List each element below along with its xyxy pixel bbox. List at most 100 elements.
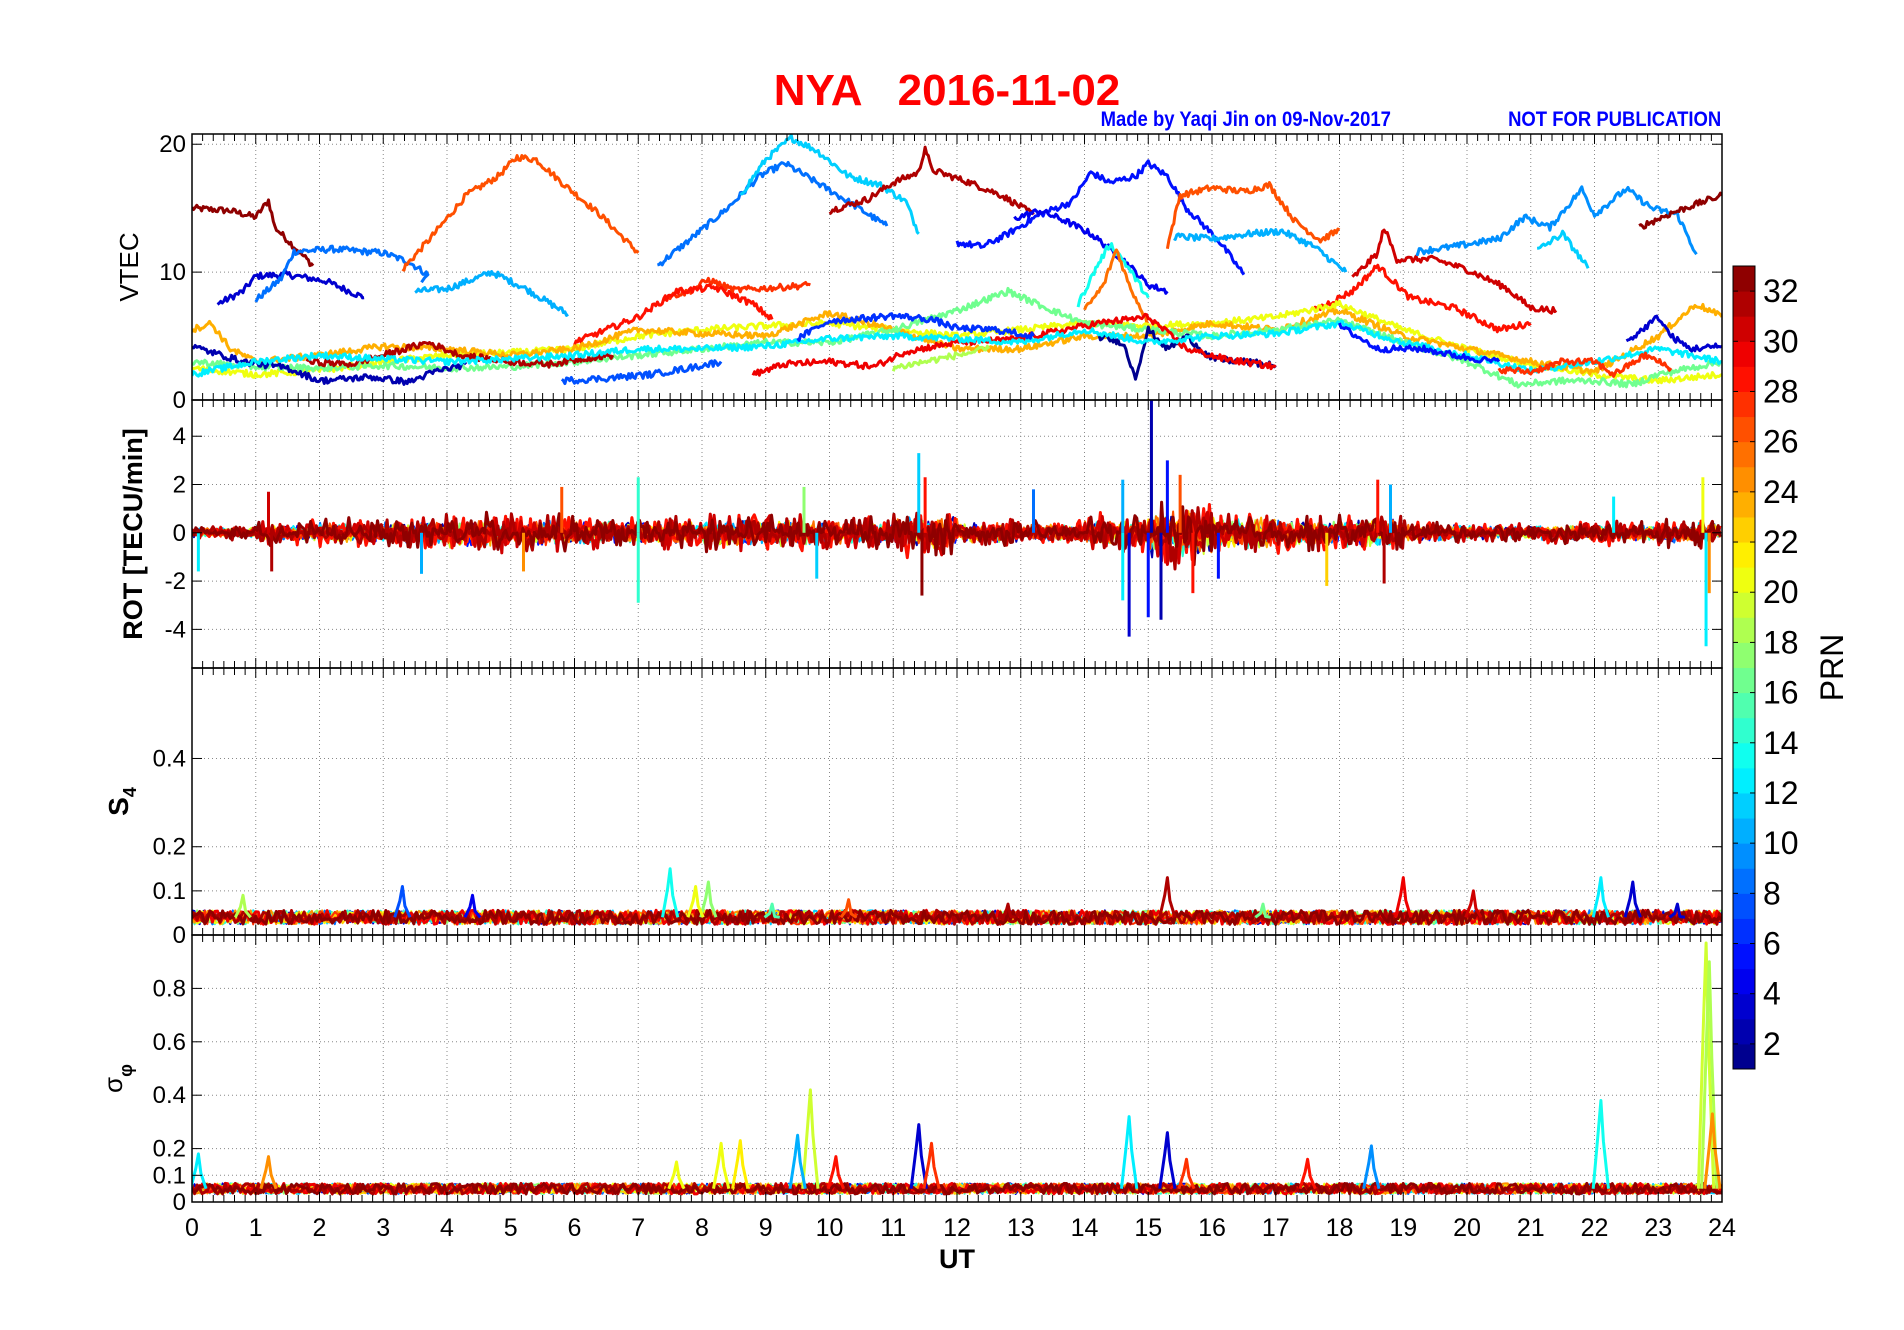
colorbar-tick-label: 28	[1763, 373, 1799, 409]
vtec-line-prn-8	[657, 160, 889, 267]
sigma-peak-prn-19	[1696, 941, 1716, 1189]
notice-text: NOT FOR PUBLICATION	[1507, 108, 1721, 131]
x-tick-label: 21	[1517, 1214, 1545, 1242]
x-tick-label: 11	[880, 1214, 906, 1242]
sigma-peak-prn-21	[731, 1139, 750, 1190]
s4-peak-prn-13	[661, 867, 680, 918]
vtec-line-prn-3	[1625, 314, 1722, 353]
vtec-line-prn-18	[891, 344, 991, 372]
x-tick-label: 3	[376, 1214, 390, 1242]
s4-peak-prn-3	[1623, 880, 1642, 918]
x-tick-label: 20	[1453, 1214, 1481, 1242]
colorbar-tick-label: 24	[1763, 474, 1799, 510]
vtec-line-prn-11	[1537, 229, 1590, 269]
y-tick-label-rot: 4	[173, 423, 186, 450]
y-axis-label-rot: ROT [TECU/min]	[118, 428, 148, 639]
colorbar-tick-label: 10	[1763, 825, 1799, 861]
sigma-peak-prn-27	[922, 1141, 941, 1190]
series-group	[192, 941, 1722, 1196]
x-tick-label: 10	[816, 1214, 844, 1242]
sigma-peak-prn-3	[1158, 1131, 1177, 1189]
vtec-line-prn-26	[401, 154, 640, 272]
x-tick-label: 19	[1389, 1214, 1417, 1242]
colorbar-label: PRN	[1814, 634, 1850, 702]
colorbar-tick-label: 6	[1763, 926, 1781, 962]
vtec-line-prn-9	[1415, 185, 1698, 257]
y-tick-label-s4: 0.2	[153, 834, 186, 861]
vtec-line-prn-27	[1497, 351, 1673, 378]
sigma-peak-prn-12	[192, 1152, 208, 1190]
colorbar-segment	[1733, 667, 1755, 694]
sigma-peak-prn-19	[801, 1088, 820, 1189]
vtec-line-prn-10	[1173, 228, 1348, 273]
x-tick-label: 12	[943, 1214, 971, 1242]
vtec-line-prn-4	[1013, 208, 1169, 295]
vtec-line-prn-23	[192, 302, 1722, 376]
colorbar-segment	[1733, 767, 1755, 794]
y-tick-label-sigma: 0	[173, 1189, 186, 1216]
colorbar-tick-label: 14	[1763, 725, 1799, 761]
colorbar-segment	[1733, 416, 1755, 443]
panel-s4	[191, 667, 1723, 936]
colorbar-segment	[1733, 366, 1755, 392]
colorbar-segment	[1733, 1018, 1755, 1045]
x-tick-label: 22	[1581, 1214, 1609, 1242]
colorbar-segment	[1733, 692, 1755, 719]
series-group	[192, 867, 1722, 926]
colorbar-segment	[1733, 316, 1755, 342]
colorbar-segment	[1733, 717, 1755, 744]
colorbar-frame	[1732, 265, 1756, 1070]
sigma-peak-prn-10	[788, 1133, 807, 1189]
sigma-peak-prn-28	[826, 1155, 845, 1190]
colorbar-segment	[1733, 918, 1755, 945]
panel-rot	[191, 399, 1723, 669]
x-tick-label: 9	[759, 1214, 773, 1242]
colorbar-segment	[1733, 968, 1755, 995]
colorbar-tick-label: 20	[1763, 574, 1799, 610]
colorbar-segment	[1733, 642, 1755, 668]
colorbar-segment	[1733, 542, 1755, 568]
y-tick-label-vtec: 20	[159, 131, 186, 158]
sigma-peak-prn-13	[1591, 1099, 1610, 1189]
colorbar-segment	[1733, 341, 1755, 367]
x-tick-label: 24	[1708, 1214, 1736, 1242]
colorbar-segment	[1733, 742, 1755, 769]
s4-peak-prn-12	[1591, 876, 1610, 918]
colorbar-tick-label: 32	[1763, 273, 1799, 309]
colorbar-segment	[1733, 516, 1755, 543]
colorbar-segment	[1733, 868, 1755, 894]
vtec-line-prn-25	[1083, 248, 1149, 325]
s4-peak-prn-15	[763, 902, 781, 919]
s4-trace-prn-32	[192, 908, 1722, 926]
colorbar-tick-label: 30	[1763, 323, 1799, 359]
colorbar-segment	[1733, 1043, 1755, 1070]
vtec-line-prn-31	[828, 145, 1035, 216]
vtec-line-prn-32	[1638, 191, 1722, 230]
colorbar-segment	[1733, 567, 1755, 593]
vtec-line-prn-3	[216, 270, 365, 306]
x-tick-label: 16	[1198, 1214, 1226, 1242]
vtec-line-prn-7	[560, 359, 723, 386]
colorbar-segment	[1733, 441, 1755, 468]
vtec-line-prn-8	[254, 244, 430, 303]
y-tick-label-sigma: 0.8	[153, 975, 186, 1002]
credit-text: Made by Yaqi Jin on 09-Nov-2017	[1100, 108, 1391, 131]
y-tick-label-rot: 2	[173, 472, 186, 499]
sigma-peak-prn-3	[909, 1123, 928, 1189]
s4-peak-prn-3	[1668, 902, 1686, 919]
x-tick-label: 17	[1262, 1214, 1290, 1242]
y-tick-label-vtec: 0	[173, 387, 186, 414]
vtec-line-prn-6	[796, 312, 1035, 342]
vtec-line-prn-13	[1076, 242, 1150, 308]
series-group	[192, 400, 1722, 647]
panel-vtec	[191, 133, 1723, 401]
rot-trace-prn-32	[192, 500, 1722, 567]
y-tick-label-sigma: 0.4	[153, 1082, 186, 1109]
colorbar-segment	[1733, 943, 1755, 970]
vtec-line-prn-30	[1351, 228, 1558, 315]
colorbar-tick-label: 18	[1763, 624, 1799, 660]
vtec-line-prn-10	[414, 270, 569, 317]
colorbar-segment	[1733, 391, 1755, 418]
colorbar-segment	[1733, 792, 1755, 819]
